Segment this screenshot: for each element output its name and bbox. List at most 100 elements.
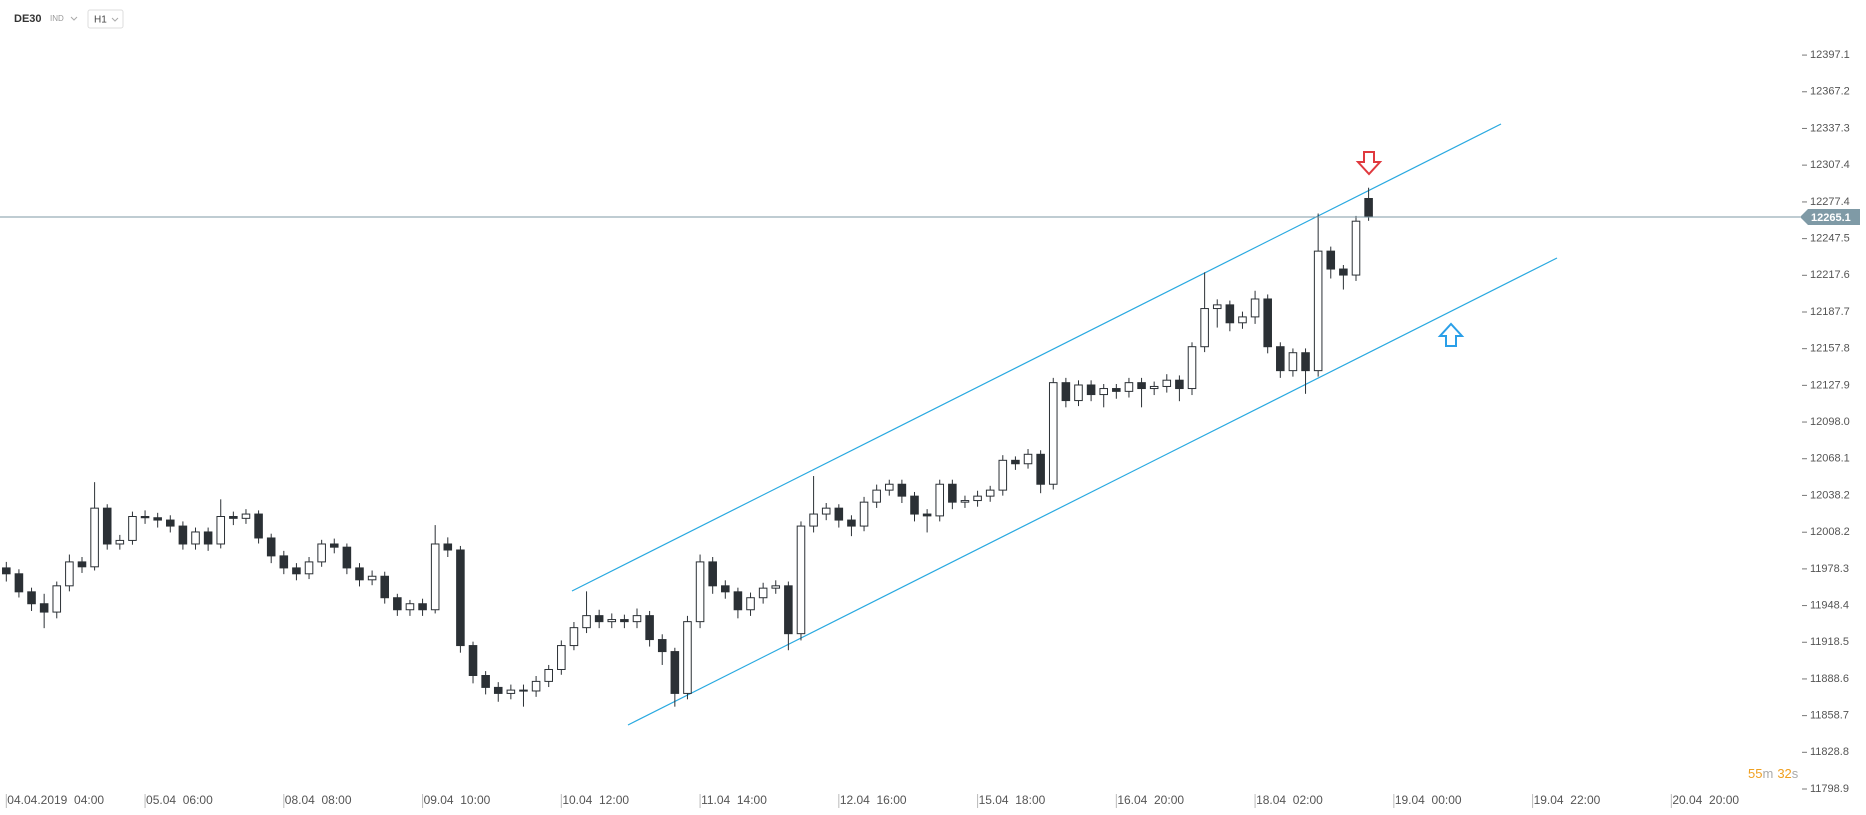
candle-body <box>367 575 377 581</box>
channel-upper[interactable] <box>571 123 1502 592</box>
candle-body <box>405 603 415 611</box>
candle-body <box>1187 346 1197 390</box>
candle-body <box>481 675 490 688</box>
candle-body <box>935 483 945 517</box>
candle-body <box>847 519 856 527</box>
candle-body <box>973 495 982 502</box>
countdown-unit: m <box>1762 766 1773 781</box>
candle-body <box>708 561 717 587</box>
x-tick-label: 09.04 10:00 <box>424 793 491 807</box>
candle-body <box>859 501 869 527</box>
candle-body <box>771 585 781 589</box>
candle-body <box>607 619 617 623</box>
candle-body <box>1351 220 1361 276</box>
channel-lower[interactable] <box>627 257 1558 726</box>
candle-body <box>1238 316 1247 324</box>
header: DE30 IND H1 <box>14 9 124 29</box>
x-tick-label: 19.04 00:00 <box>1395 793 1462 807</box>
countdown-minutes: 55 <box>1748 766 1762 781</box>
candle-body <box>1099 388 1108 396</box>
candle-body <box>948 483 957 503</box>
candle-body <box>1036 453 1045 485</box>
candle-body <box>620 619 629 623</box>
candle-body <box>191 531 200 545</box>
candle-body <box>531 680 541 692</box>
candle-body <box>39 603 49 613</box>
candle-body <box>1301 352 1310 372</box>
candle-body <box>884 483 894 491</box>
y-tick-label: 12098.0 <box>1810 416 1850 428</box>
candle-body <box>1212 304 1222 310</box>
candle-body <box>27 591 36 605</box>
candle-body <box>1124 382 1134 392</box>
y-tick-label: 11978.3 <box>1810 563 1849 575</box>
market-dropdown[interactable] <box>70 16 78 21</box>
candle-body <box>329 543 339 548</box>
candle-body <box>153 517 162 521</box>
y-tick-label: 12367.2 <box>1810 86 1850 98</box>
candle-body <box>1263 298 1272 348</box>
candle-body <box>721 585 730 593</box>
candle-body <box>784 585 793 635</box>
candle-body <box>229 516 238 519</box>
candle-body <box>519 689 528 692</box>
candle-body <box>796 525 806 635</box>
candle-body <box>670 651 680 694</box>
y-tick-label: 11918.5 <box>1810 636 1849 648</box>
candle-body <box>342 546 352 569</box>
x-tick-label: 08.04 08:00 <box>285 793 352 807</box>
candle-body <box>569 627 579 647</box>
candle-body <box>657 639 667 653</box>
y-tick-label: 11948.4 <box>1810 599 1849 611</box>
candle-body <box>632 615 642 623</box>
candle-body <box>1313 250 1323 372</box>
candle-body <box>77 561 87 568</box>
candle-body <box>216 516 226 545</box>
y-tick-label: 12127.9 <box>1810 379 1850 391</box>
candle-body <box>1011 459 1020 465</box>
x-tick-label: 19.04 22:00 <box>1534 793 1601 807</box>
y-tick-label: 12038.2 <box>1810 489 1850 501</box>
candle-body <box>418 603 427 611</box>
candle-body <box>1200 308 1209 348</box>
candle-body <box>292 567 301 575</box>
price-label: 12265.1 <box>1811 212 1851 224</box>
candle-body <box>1364 198 1373 218</box>
candle-body <box>2 567 11 575</box>
buy-arrow <box>1437 322 1465 347</box>
candle-body <box>594 615 604 623</box>
candle-body <box>985 489 995 497</box>
candle-body <box>456 549 465 647</box>
y-tick-label: 12068.1 <box>1810 453 1850 465</box>
candle-body <box>304 561 314 575</box>
y-tick-label: 12277.4 <box>1810 196 1850 208</box>
y-tick-label: 11858.7 <box>1810 710 1849 722</box>
candle-body <box>279 555 289 569</box>
y-tick-label: 12337.3 <box>1810 122 1850 134</box>
candle-body <box>1175 379 1184 390</box>
y-tick-label: 11828.8 <box>1810 746 1849 758</box>
candle-body <box>102 507 112 545</box>
x-tick-label: 05.04 06:00 <box>146 793 213 807</box>
candle-body <box>254 513 263 539</box>
candle-body <box>1339 268 1348 276</box>
candle-body <box>1061 382 1071 402</box>
interval-selector[interactable] <box>87 9 124 29</box>
sell-arrow <box>1355 151 1383 176</box>
candle-body <box>1326 250 1336 270</box>
candle-body <box>166 519 175 527</box>
y-tick-label: 12247.5 <box>1810 233 1850 245</box>
candle-body <box>241 513 251 519</box>
candle-body <box>695 561 705 623</box>
candle-body <box>52 585 62 613</box>
candle-body <box>380 575 390 599</box>
candle-body <box>910 495 919 515</box>
candle-body <box>1149 385 1159 390</box>
candle-body <box>872 489 881 503</box>
countdown-seconds: 32 <box>1777 766 1791 781</box>
candle-body <box>493 686 503 694</box>
candle-body <box>1074 384 1083 402</box>
candle-body <box>14 573 24 593</box>
candle-body <box>960 500 970 503</box>
interval: H1 <box>94 15 107 26</box>
